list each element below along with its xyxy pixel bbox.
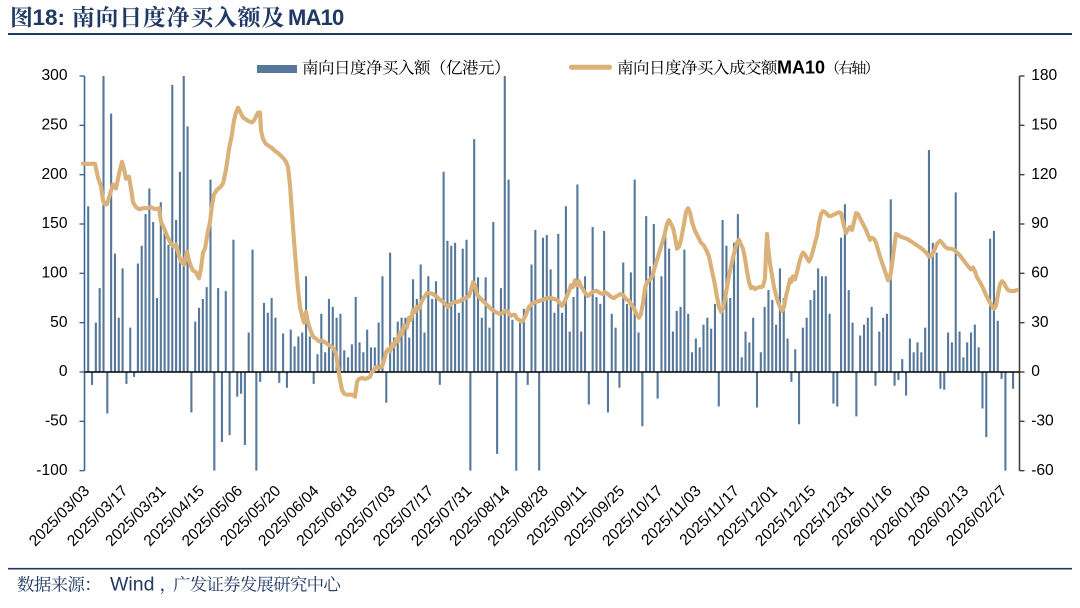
svg-text:50: 50 [50, 314, 68, 331]
svg-text:150: 150 [41, 215, 67, 232]
svg-text:60: 60 [1031, 265, 1049, 282]
svg-text:-50: -50 [45, 413, 68, 430]
svg-text:18:: 18: [33, 5, 66, 30]
svg-text:120: 120 [1031, 166, 1057, 183]
svg-text:250: 250 [41, 117, 67, 134]
svg-text:30: 30 [1031, 314, 1049, 331]
svg-text:200: 200 [41, 166, 67, 183]
svg-text:100: 100 [41, 265, 67, 282]
svg-text:0: 0 [1031, 363, 1040, 380]
svg-text:180: 180 [1031, 67, 1057, 84]
svg-text:-30: -30 [1031, 413, 1054, 430]
svg-text:MA10: MA10 [288, 5, 344, 30]
svg-text:Wind: Wind [110, 574, 154, 596]
svg-text:-100: -100 [36, 462, 68, 479]
svg-text:0: 0 [59, 363, 68, 380]
svg-text:90: 90 [1031, 215, 1049, 232]
svg-text:300: 300 [41, 67, 67, 84]
svg-text:MA10: MA10 [777, 58, 825, 78]
svg-text:-60: -60 [1031, 462, 1054, 479]
svg-text:150: 150 [1031, 117, 1057, 134]
